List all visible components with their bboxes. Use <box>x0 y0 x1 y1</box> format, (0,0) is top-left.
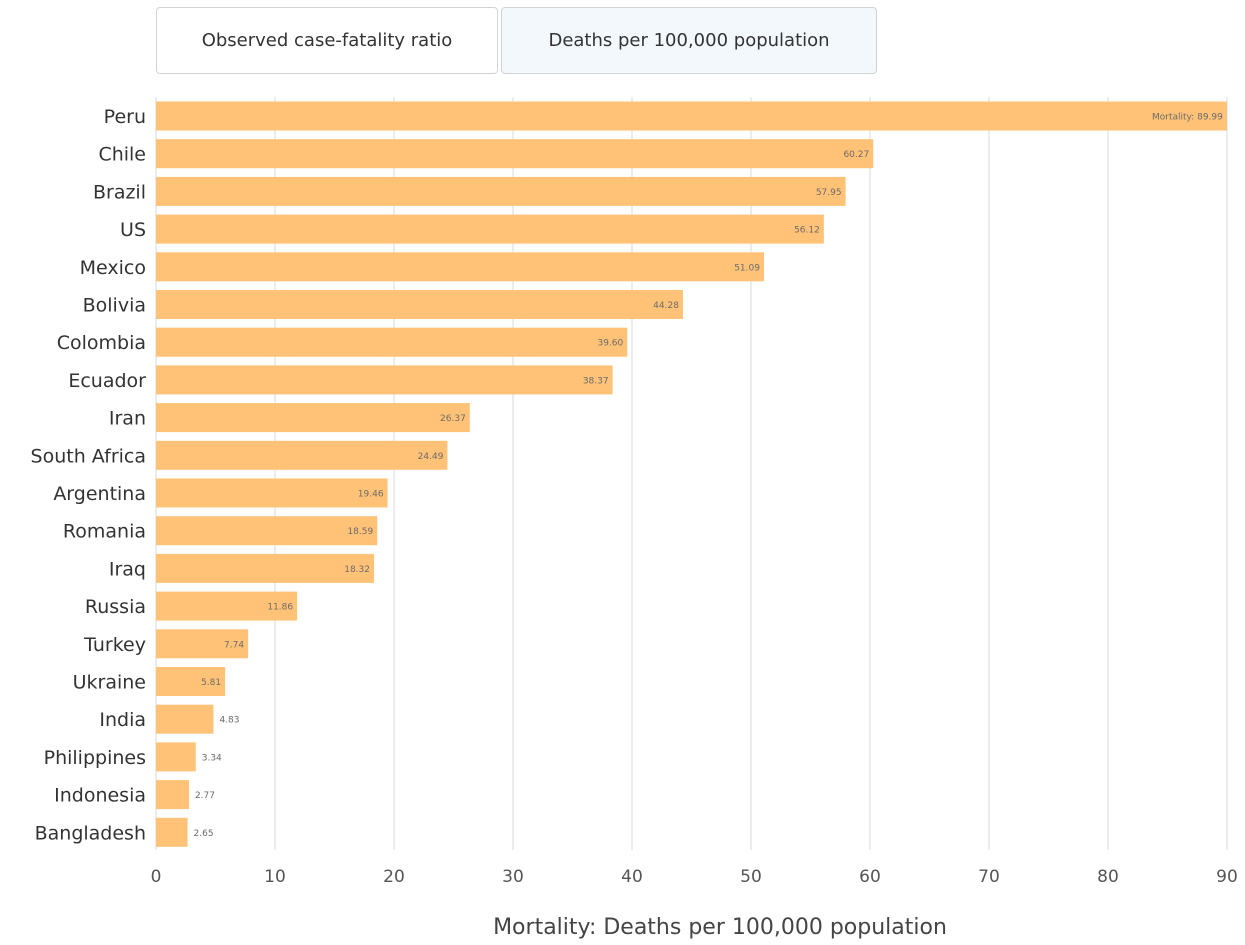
x-tick-label: 0 <box>151 867 162 887</box>
x-tick-label: 80 <box>1097 867 1119 887</box>
category-label: Argentina <box>53 483 146 505</box>
bars <box>156 101 1227 847</box>
x-tick-label: 50 <box>740 867 762 887</box>
data-label: 38.37 <box>583 376 609 386</box>
category-label: Ukraine <box>73 672 146 694</box>
data-label: 18.32 <box>344 565 370 575</box>
category-label: Peru <box>104 106 146 128</box>
bar-ukraine[interactable] <box>156 667 226 696</box>
data-label: 4.83 <box>219 716 239 726</box>
data-label: 56.12 <box>794 226 820 236</box>
category-label: Russia <box>85 596 146 618</box>
category-label: Iran <box>109 408 146 430</box>
category-label: Iraq <box>109 558 146 580</box>
data-label: 18.59 <box>347 527 373 537</box>
x-tick-label: 40 <box>621 867 643 887</box>
bar-philippines[interactable] <box>156 742 196 772</box>
x-tick-label: 60 <box>859 867 881 887</box>
data-label: 19.46 <box>358 490 384 500</box>
data-label: 51.09 <box>734 263 760 273</box>
x-axis-title: Mortality: Deaths per 100,000 population <box>493 915 947 940</box>
data-label: 26.37 <box>440 414 466 424</box>
bar-us[interactable] <box>156 214 824 244</box>
bar-turkey[interactable] <box>156 629 249 659</box>
metric-tabs: Observed case-fatality ratio Deaths per … <box>156 7 877 74</box>
data-label: 11.86 <box>267 603 293 613</box>
bar-mexico[interactable] <box>156 252 764 282</box>
x-tick-label: 30 <box>502 867 524 887</box>
data-label: 24.49 <box>418 452 444 462</box>
data-label: 2.65 <box>194 829 214 839</box>
bar-brazil[interactable] <box>156 176 846 206</box>
category-label: Brazil <box>93 181 146 203</box>
bar-ecuador[interactable] <box>156 365 613 395</box>
data-label: Mortality: 89.99 <box>1152 113 1223 123</box>
x-tick-label: 10 <box>264 867 286 887</box>
bar-russia[interactable] <box>156 591 298 621</box>
bar-bolivia[interactable] <box>156 290 683 319</box>
category-label: Turkey <box>83 634 146 656</box>
bar-bangladesh[interactable] <box>156 817 188 847</box>
tab-case-fatality-ratio[interactable]: Observed case-fatality ratio <box>156 7 498 74</box>
x-tick-label: 70 <box>978 867 1000 887</box>
data-label: 44.28 <box>653 301 679 311</box>
category-label: Mexico <box>80 257 146 279</box>
data-label: 5.81 <box>201 678 221 688</box>
bar-iraq[interactable] <box>156 553 375 583</box>
category-label: Bolivia <box>83 295 146 317</box>
bar-south-africa[interactable] <box>156 440 448 470</box>
category-label: Colombia <box>57 332 146 354</box>
category-label: Indonesia <box>54 785 146 807</box>
category-label: US <box>120 219 146 241</box>
category-label: India <box>99 709 146 731</box>
bar-indonesia[interactable] <box>156 780 189 810</box>
tab-deaths-per-100k[interactable]: Deaths per 100,000 population <box>501 7 877 74</box>
bar-chile[interactable] <box>156 139 874 169</box>
x-tick-labels: 0 10 20 30 40 50 60 70 80 90 <box>151 867 1238 887</box>
category-label: South Africa <box>31 445 146 467</box>
category-label: Philippines <box>44 747 146 769</box>
x-tick-label: 90 <box>1216 867 1238 887</box>
data-label: 7.74 <box>224 640 244 650</box>
category-labels: Peru Chile Brazil US Mexico Bolivia Colombia Ec… <box>31 106 147 844</box>
data-label: 57.95 <box>816 188 842 198</box>
bar-india[interactable] <box>156 704 214 734</box>
data-label: 39.60 <box>597 339 623 349</box>
category-label: Bangladesh <box>35 822 146 844</box>
gridlines <box>155 97 1228 850</box>
bar-colombia[interactable] <box>156 327 628 357</box>
data-label: 2.77 <box>195 791 215 801</box>
x-tick-label: 20 <box>383 867 405 887</box>
data-label: 60.27 <box>843 150 869 160</box>
category-label: Ecuador <box>68 370 146 392</box>
bar-romania[interactable] <box>156 516 378 546</box>
bar-peru[interactable] <box>156 101 1227 131</box>
data-labels: Mortality: 89.99 60.27 57.95 56.12 51.09 44.2… <box>194 113 1224 839</box>
category-label: Romania <box>63 521 146 543</box>
data-label: 3.34 <box>202 753 222 763</box>
bar-iran[interactable] <box>156 403 470 433</box>
bar-argentina[interactable] <box>156 478 388 508</box>
category-label: Chile <box>98 144 146 166</box>
